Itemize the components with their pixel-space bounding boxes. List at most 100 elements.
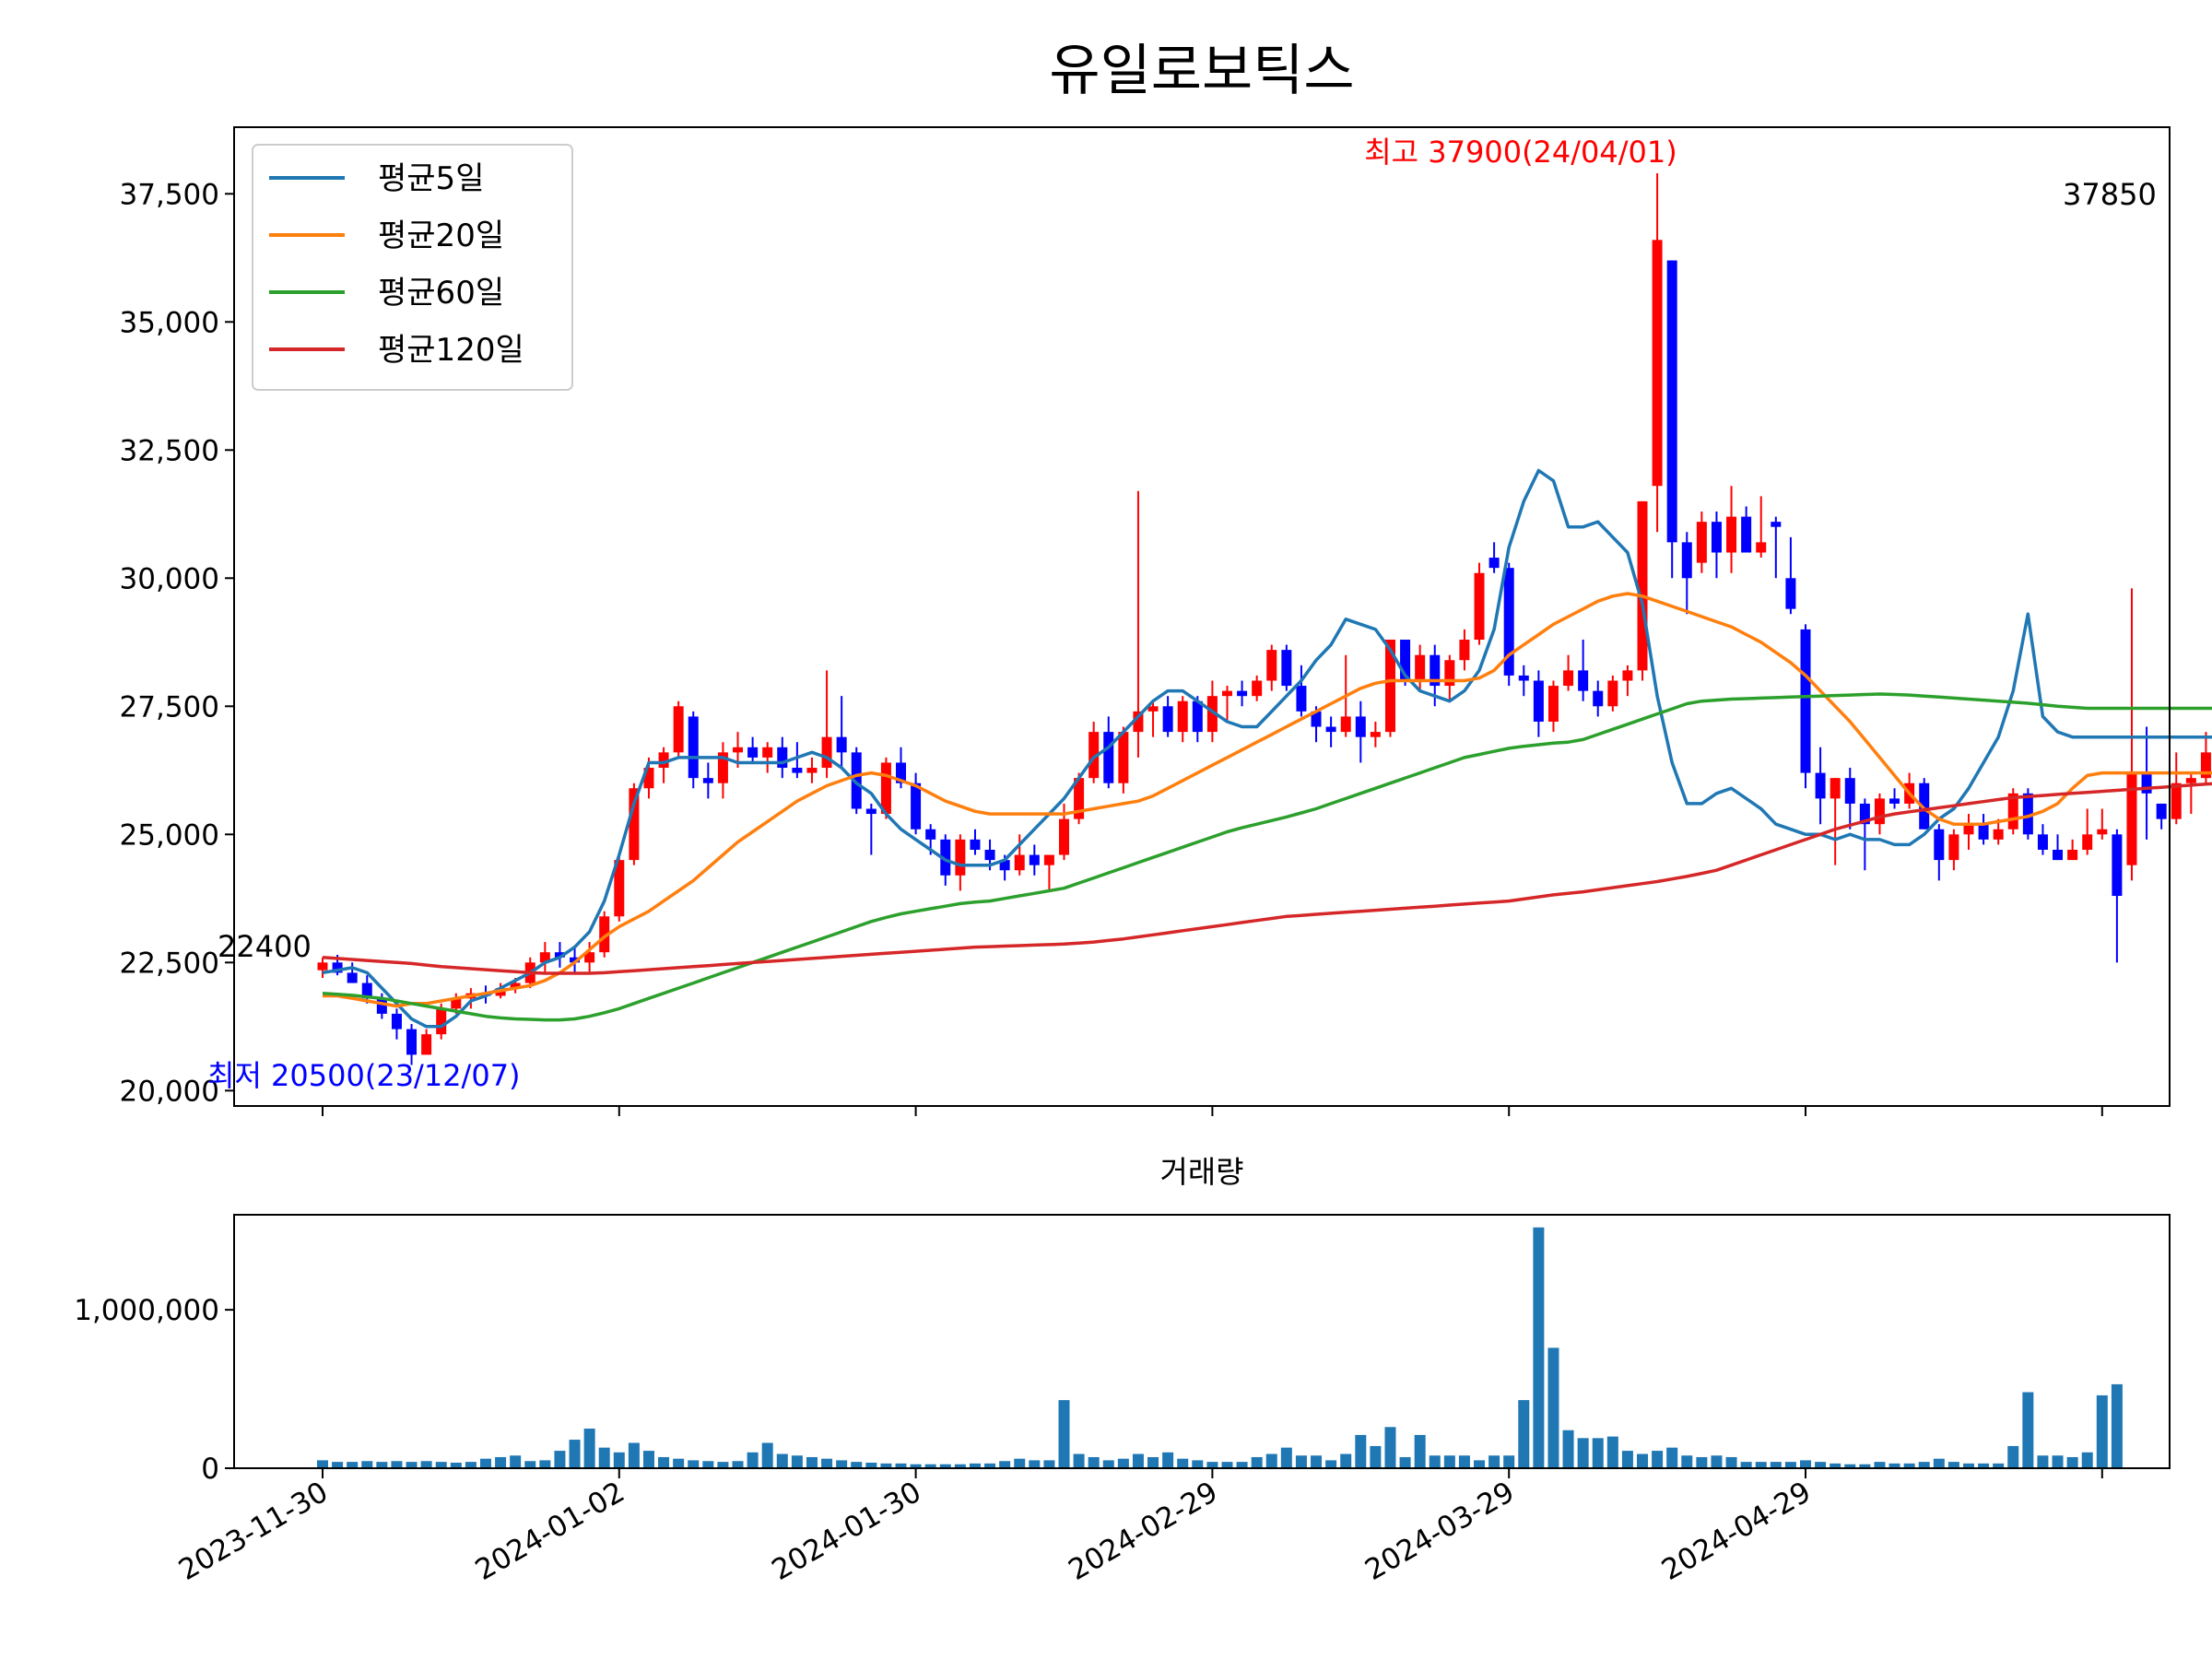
volume-bar [510,1455,522,1468]
candle-body [2112,834,2123,897]
volume-bar [1311,1455,1323,1468]
legend-label: 평균5일 [378,160,484,197]
volume-bar [851,1462,863,1468]
volume-bar [1696,1456,1708,1468]
volume-bar [732,1461,744,1468]
volume-bar [1177,1458,1189,1468]
candle-body [880,762,891,815]
candle-body [1430,654,1441,687]
candle-body [1059,818,1069,855]
volume-bar [1221,1462,1233,1468]
candle-body [658,752,669,769]
candle-body [1221,690,1232,697]
volume-bar [1192,1460,1204,1468]
volume-bar [1933,1458,1945,1468]
volume-bar [1888,1463,1900,1468]
volume-bar [1236,1462,1248,1468]
volume-bar [1844,1464,1856,1468]
volume-bar [1681,1455,1693,1468]
volume-bar [1458,1455,1470,1468]
volume-bar [1993,1463,2005,1468]
candle-body [347,972,358,983]
y-tick-label: 37,500 [120,178,219,211]
volume-bar [1384,1427,1396,1468]
volume-bar [598,1447,610,1468]
legend-box [252,144,573,391]
price-plot [317,173,2212,1065]
candle-body [1666,260,1677,543]
volume-bar [1725,1456,1737,1468]
candle-body [1771,522,1782,527]
volume-bar [406,1462,418,1468]
price-y-axis: 20,000 22,500 25,000 27,500 30,000 32,500 35,0… [120,178,234,1108]
volume-bar [2081,1452,2093,1468]
candle-body [911,782,922,830]
candle-body [1934,829,1945,861]
volume-bar [1800,1460,1811,1468]
y-tick-label: 27,500 [120,690,219,724]
volume-bar [673,1458,685,1468]
candle-body [1459,640,1470,661]
volume-bar [1711,1455,1723,1468]
volume-bar [420,1461,432,1468]
volume-bar [1340,1453,1352,1468]
volume-bar [924,1464,936,1468]
volume-bar [2007,1445,2019,1468]
candle-body [2022,793,2033,835]
volume-bar [1533,1227,1545,1468]
volume-bar [1162,1452,1174,1468]
candle-body [2097,829,2108,835]
y-tick-label: 20,000 [120,1075,219,1108]
volume-bar [2111,1383,2123,1468]
candle-body [865,808,877,815]
last-close-annotation: 37850 [2063,177,2157,212]
candle-body [1415,654,1426,681]
candle-body [1237,690,1248,697]
candle-body [1029,854,1040,865]
candle-body [1340,716,1351,733]
y-tick-label: 25,000 [120,818,219,852]
candle-body [1103,732,1114,783]
volume-bar [569,1440,581,1468]
candle-body [2200,752,2211,779]
volume-bar [2066,1456,2078,1468]
volume-bar [1903,1463,1915,1468]
candle-body [1874,798,1885,825]
volume-bar [1474,1460,1486,1468]
volume-bar [1962,1463,1974,1468]
volume-bar [1265,1453,1277,1468]
volume-bar [702,1461,714,1468]
y-tick-label: 22,500 [120,947,219,980]
candle-body [836,736,847,753]
volume-bar [2096,1394,2108,1468]
volume-y-axis: 0 1,000,000 [74,1294,234,1486]
volume-bar [939,1464,951,1468]
candle-body [1830,778,1841,799]
volume-bar [1029,1460,1041,1468]
candle-body [436,1008,447,1035]
candle-body [1518,675,1529,681]
candle-body [1963,824,1974,835]
candle-body [1088,732,1100,779]
volume-bar [1947,1462,1959,1468]
y-tick-label: 1,000,000 [74,1294,219,1327]
volume-bar [1251,1456,1263,1468]
volume-bar [361,1461,373,1468]
candle-body [332,962,343,973]
candle-body [1281,650,1292,687]
volume-bar [1355,1434,1367,1468]
candle-body [2171,782,2182,819]
candle-body [317,962,328,971]
candle-body [688,716,699,779]
candle-body [2007,793,2018,830]
volume-bar [1147,1456,1159,1468]
candle-body [2156,803,2167,819]
candle-body [451,998,462,1009]
volume-bar [969,1463,981,1468]
candle-body [717,752,728,783]
candle-body [1384,640,1395,733]
volume-bar [688,1460,700,1468]
candle-body [733,747,744,753]
